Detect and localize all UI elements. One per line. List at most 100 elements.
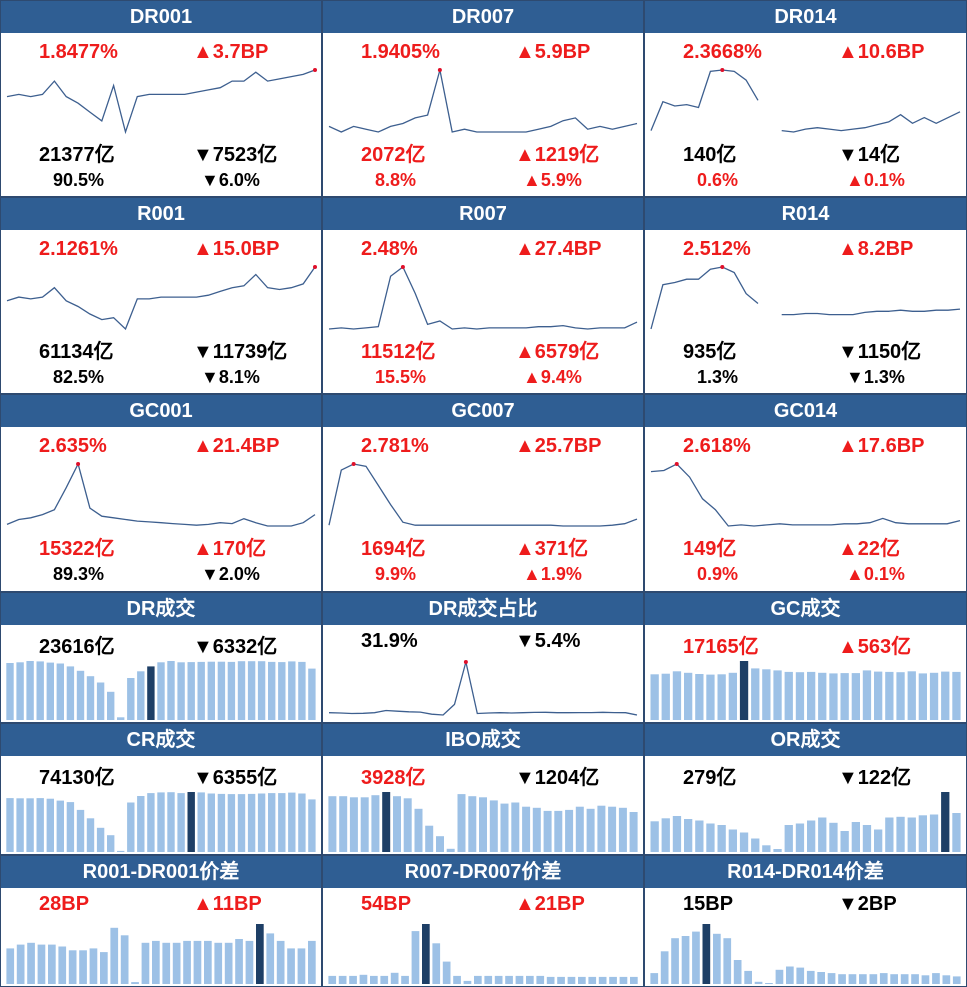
r007-dr007-spread-bar — [567, 976, 576, 984]
gc-volume-value: 17165亿 — [683, 636, 759, 658]
ibo-volume-bar — [543, 810, 552, 852]
r007-dr007-spread-bar — [370, 975, 378, 984]
r001-dr001-spread-bar — [172, 942, 181, 984]
dr-volume-bar — [177, 662, 185, 720]
gc001-share-change: ▼2.0% — [201, 564, 260, 584]
dr014-panel: DR014 2.3668% ▲10.6BP 140亿 ▼14亿 0.6% ▲0.1% — [644, 0, 967, 197]
r007-dr007-spread-chart — [323, 920, 643, 984]
dr-volume-bar — [247, 661, 256, 720]
r014-share: 1.3% — [697, 367, 739, 387]
r014-dr014-spread-bar — [786, 966, 794, 984]
cr-volume-bar — [86, 818, 95, 852]
r014-dr014-spread-bar — [869, 974, 878, 984]
r007-dr007-spread-bar — [578, 976, 586, 984]
or-volume-bar — [751, 838, 760, 852]
ibo-volume-bar — [339, 796, 348, 852]
gc014-rate: 2.618% — [683, 435, 751, 457]
gc014-panel: GC014 2.618% ▲17.6BP 149亿 ▲22亿 0.9% ▲0.1% — [644, 394, 967, 592]
dr001-volume: 21377亿 — [39, 144, 115, 166]
dr001-title: DR001 — [1, 1, 321, 33]
gc-volume-bar — [840, 673, 849, 720]
r007-dr007-spread-bar — [432, 943, 441, 984]
or-volume-panel: OR成交 279亿 ▼122亿 — [644, 723, 967, 855]
cr-volume-bar — [288, 792, 296, 852]
r014-dr014-spread-bar — [713, 933, 721, 984]
dr-volume-bar — [107, 691, 115, 720]
cr-volume-bar — [217, 793, 226, 852]
r014-max-point — [720, 265, 725, 269]
gc001-rate-change: ▲21.4BP — [193, 435, 280, 457]
r007-dr007-spread-bar — [453, 975, 461, 984]
r001-dr001-spread-bar — [141, 942, 150, 984]
r007-rate: 2.48% — [361, 238, 418, 260]
cr-volume-bar — [298, 793, 306, 852]
dr-volume-bar — [298, 661, 306, 720]
gc014-share-change: ▲0.1% — [846, 564, 905, 584]
cr-volume-bar — [237, 794, 246, 852]
ibo-volume-bar — [349, 797, 358, 852]
gc014-max-point — [674, 462, 679, 466]
cr-volume-bar — [26, 798, 34, 852]
ibo-volume-bar — [328, 796, 337, 852]
r014-dr014-spread-value: 15BP — [683, 893, 734, 915]
r001-dr001-spread-bar — [6, 948, 15, 984]
dr007-rate: 1.9405% — [361, 41, 440, 63]
or-volume-bar — [695, 820, 704, 852]
ibo-volume-bar — [629, 812, 638, 852]
dr-volume-bar — [86, 676, 95, 720]
or-volume-bar — [918, 815, 927, 852]
r001-dr001-spread-bar — [245, 940, 254, 984]
gc-volume-bar — [818, 672, 827, 720]
r007-dr007-spread-bar — [411, 931, 420, 984]
gc-volume-bar — [918, 673, 927, 720]
r014-dr014-spread-bar — [692, 931, 700, 984]
gc-volume-bar — [751, 668, 760, 720]
gc-volume-bar — [672, 671, 682, 720]
or-volume-bar — [728, 829, 737, 852]
r001-dr001-spread-bar — [214, 942, 223, 984]
ibo-volume-bar — [414, 808, 423, 852]
r007-dr007-spread-bar — [588, 976, 597, 984]
r001-dr001-spread-bar — [162, 942, 171, 984]
r014-share-change: ▼1.3% — [846, 367, 905, 387]
r014-dr014-spread-bar — [838, 974, 846, 984]
dr-volume-chart — [1, 657, 321, 720]
or-volume-bar — [784, 825, 793, 852]
gc014-rate-change: ▲17.6BP — [838, 435, 925, 457]
or-volume-bar — [795, 823, 805, 852]
r014-dr014-spread-bar — [733, 960, 742, 984]
r007-rate-change: ▲27.4BP — [515, 238, 602, 260]
cr-volume-bar — [278, 793, 286, 852]
or-volume-bar — [952, 813, 961, 852]
dr014-rate: 2.3668% — [683, 41, 762, 63]
r007-dr007-spread-bar — [463, 980, 472, 984]
dr007-max-point — [437, 68, 442, 72]
r014-dr014-spread-bar — [890, 974, 898, 984]
ibo-volume-bar — [468, 796, 477, 852]
r014-dr014-spread-bar — [754, 981, 763, 984]
r014-dr014-spread-bar — [879, 973, 888, 984]
dr-volume-bar — [288, 661, 296, 720]
r007-dr007-spread-bar — [390, 972, 399, 984]
or-volume-chart — [645, 788, 966, 852]
dr007-volume-change: ▲1219亿 — [515, 144, 600, 166]
ibo-volume-bar — [382, 792, 391, 852]
gc-volume-bar — [695, 674, 704, 720]
dr007-chart-svg — [328, 68, 638, 133]
dr-volume-bar — [268, 661, 276, 720]
cr-volume-bar — [137, 796, 145, 852]
r007-dr007-spread-bar — [474, 975, 482, 984]
r001-share-change: ▼8.1% — [201, 367, 260, 387]
r014-title: R014 — [645, 198, 966, 230]
dr-volume-bar — [167, 661, 175, 720]
dr-volume-bar — [117, 717, 125, 720]
dr001-volume-change: ▼7523亿 — [193, 144, 278, 166]
dr-volume-bar — [127, 678, 135, 720]
dr007-share: 8.8% — [375, 170, 417, 190]
r014-dr014-spread-bar — [660, 951, 669, 984]
gc-volume-bar — [807, 671, 816, 720]
ibo-volume-bar — [511, 802, 520, 852]
r014-volume: 935亿 — [683, 341, 737, 363]
r014-dr014-spread-bar — [827, 973, 836, 984]
r001-panel: R001 2.1261% ▲15.0BP 61134亿 ▼11739亿 82.5% ▼8.1… — [0, 197, 322, 394]
